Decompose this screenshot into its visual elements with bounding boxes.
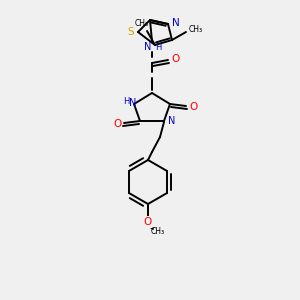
Text: CH₃: CH₃	[135, 19, 149, 28]
Text: H: H	[123, 98, 129, 106]
Text: CH₃: CH₃	[151, 227, 165, 236]
Text: N: N	[168, 116, 176, 126]
Text: O: O	[113, 119, 121, 129]
Text: S: S	[128, 27, 134, 37]
Text: O: O	[144, 217, 152, 227]
Text: O: O	[189, 102, 197, 112]
Text: N: N	[172, 18, 180, 28]
Text: H: H	[155, 44, 161, 52]
Text: O: O	[171, 54, 179, 64]
Text: N: N	[144, 42, 152, 52]
Text: CH₃: CH₃	[189, 26, 203, 34]
Text: N: N	[129, 98, 137, 108]
